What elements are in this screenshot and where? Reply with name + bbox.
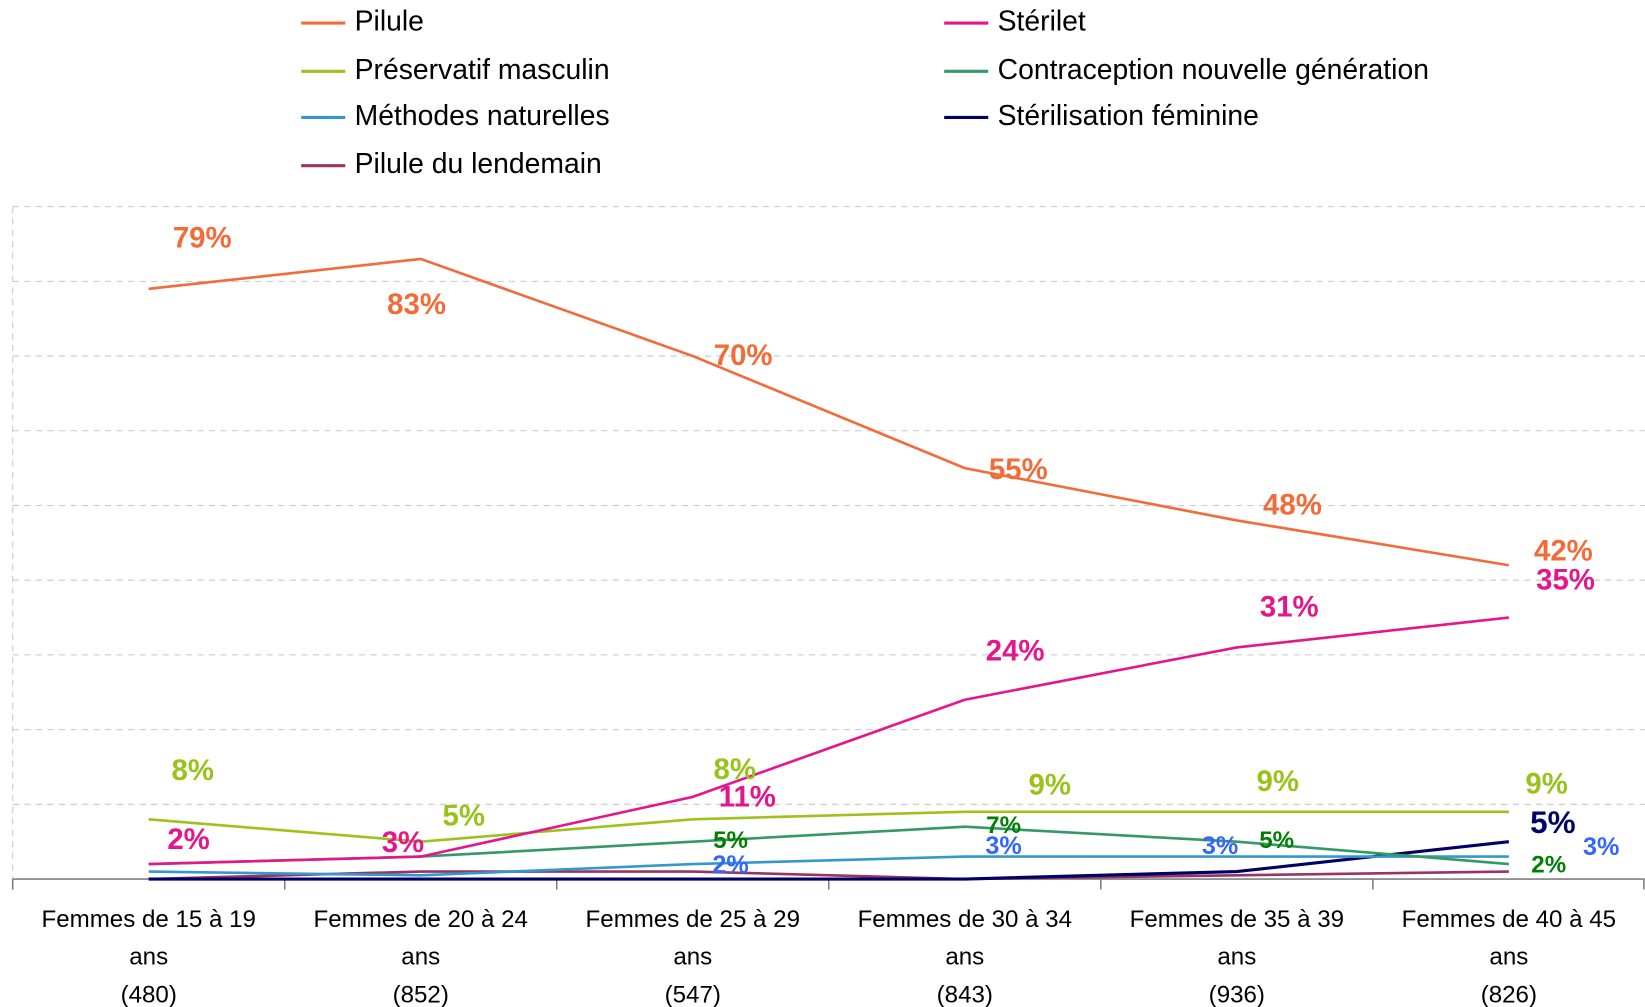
series-line: [148, 855, 1509, 877]
legend-label: Pilule du lendemain: [355, 148, 602, 180]
data-label: 24%: [986, 634, 1045, 667]
data-label: 3%: [985, 832, 1021, 860]
data-label: 83%: [387, 288, 446, 321]
data-label: 8%: [714, 753, 756, 786]
x-tick-label: Femmes de 25 à 29 ans (547): [586, 906, 800, 1007]
legend-label: Stérilisation féminine: [998, 100, 1259, 132]
data-label: 35%: [1536, 564, 1595, 597]
data-label: 55%: [989, 453, 1048, 486]
x-tick-label: Femmes de 15 à 19 ans (480): [42, 906, 256, 1007]
data-label: 9%: [1029, 768, 1071, 801]
data-label: 2%: [712, 851, 748, 879]
x-tick-label: Femmes de 20 à 24 ans (852): [314, 906, 528, 1007]
legend-label: Préservatif masculin: [355, 54, 610, 86]
data-label: 70%: [714, 339, 773, 372]
x-tick-label: Femmes de 30 à 34 ans (843): [858, 906, 1072, 1007]
data-label: 2%: [167, 823, 209, 856]
series-line: [148, 810, 1509, 843]
series-line: [148, 616, 1510, 866]
series-line: [148, 840, 1510, 881]
x-tick-label: Femmes de 40 à 45 ans (826): [1402, 906, 1616, 1007]
data-label: 7%: [986, 812, 1021, 839]
data-label: 3%: [1202, 832, 1238, 860]
data-label: 9%: [1525, 767, 1567, 800]
data-label: 5%: [713, 827, 748, 854]
series-line: [148, 257, 1510, 567]
data-label: 8%: [172, 754, 214, 787]
data-label: 79%: [173, 221, 232, 254]
data-label: 5%: [1530, 805, 1575, 840]
data-label: 42%: [1534, 534, 1593, 567]
data-label: 31%: [1260, 590, 1319, 623]
data-label: 11%: [719, 781, 776, 814]
data-label: 9%: [1257, 765, 1299, 798]
legend-label: Pilule: [355, 6, 424, 38]
legend-label: Méthodes naturelles: [355, 100, 610, 132]
legend-label: Stérilet: [998, 6, 1086, 38]
data-label: 2%: [1531, 852, 1566, 879]
data-label: 3%: [382, 826, 424, 859]
x-tick-label: Femmes de 35 à 39 ans (936): [1130, 906, 1344, 1007]
data-label: 3%: [1583, 833, 1619, 861]
series-line: [148, 870, 1509, 881]
data-label: 5%: [443, 799, 485, 832]
data-label: 48%: [1263, 489, 1322, 522]
data-label: 5%: [1259, 827, 1294, 854]
legend-label: Contraception nouvelle génération: [998, 54, 1429, 86]
